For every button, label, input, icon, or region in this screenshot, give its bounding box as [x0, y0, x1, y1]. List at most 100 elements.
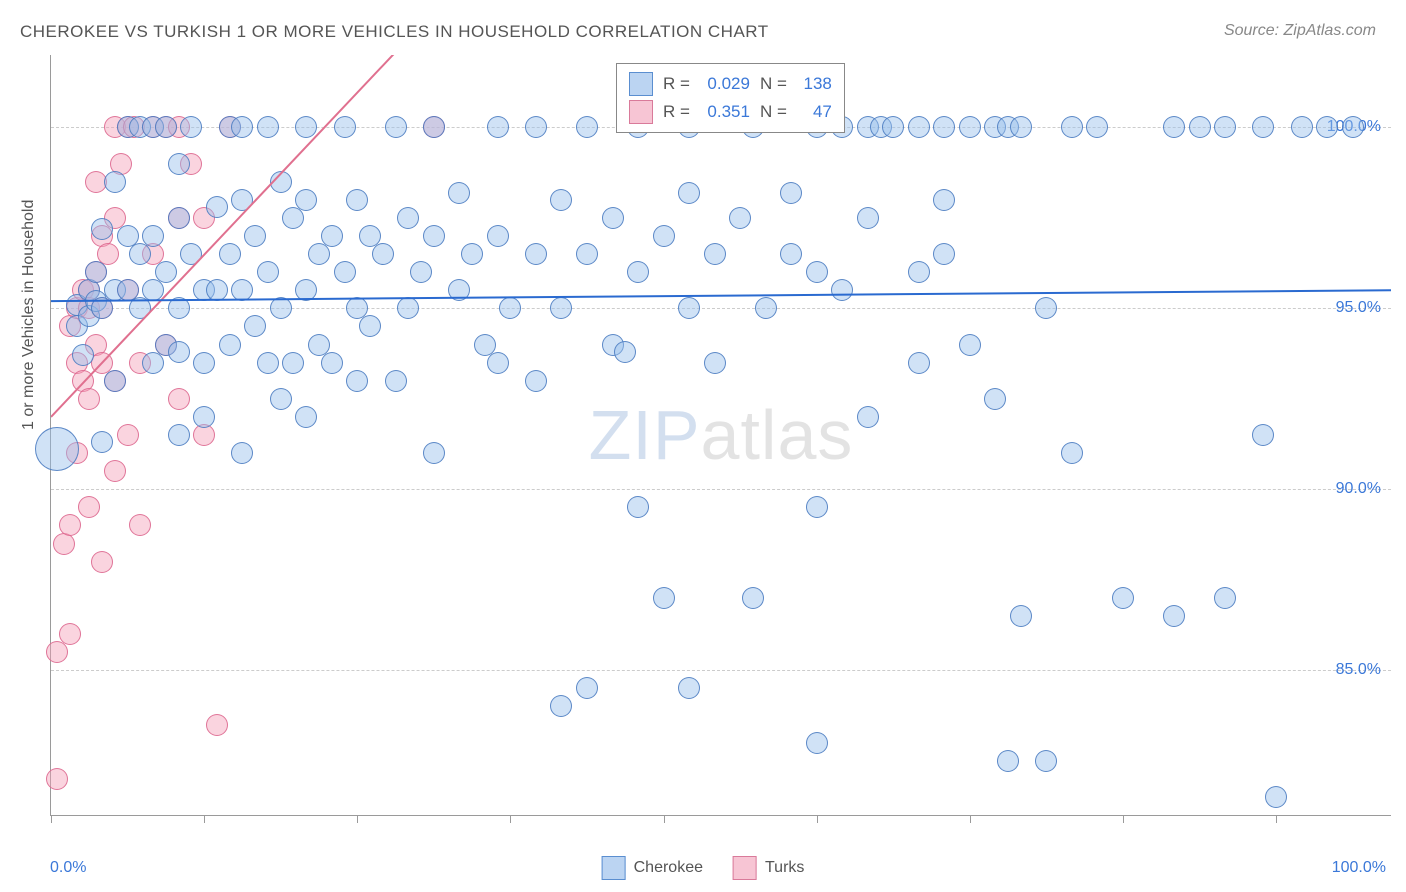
data-point — [1316, 116, 1338, 138]
y-axis-label: 1 or more Vehicles in Household — [20, 200, 38, 430]
data-point — [780, 182, 802, 204]
n-label: N = — [760, 102, 787, 122]
data-point — [295, 406, 317, 428]
data-point — [91, 297, 113, 319]
data-point — [550, 695, 572, 717]
data-point — [525, 243, 547, 265]
data-point — [1112, 587, 1134, 609]
data-point — [257, 261, 279, 283]
data-point — [857, 406, 879, 428]
data-point — [614, 341, 636, 363]
data-point — [806, 732, 828, 754]
data-point — [295, 279, 317, 301]
data-point — [219, 334, 241, 356]
swatch-pink — [629, 100, 653, 124]
data-point — [231, 189, 253, 211]
data-point — [385, 370, 407, 392]
n-value: 138 — [797, 74, 832, 94]
data-point — [704, 243, 726, 265]
data-point — [168, 341, 190, 363]
data-point — [244, 225, 266, 247]
data-point — [423, 442, 445, 464]
source-label: Source: ZipAtlas.com — [1224, 22, 1376, 40]
data-point — [882, 116, 904, 138]
watermark: ZIPatlas — [589, 395, 854, 475]
data-point — [908, 116, 930, 138]
data-point — [627, 261, 649, 283]
data-point — [410, 261, 432, 283]
data-point — [397, 297, 419, 319]
data-point — [104, 370, 126, 392]
data-point — [1291, 116, 1313, 138]
x-axis-min-label: 0.0% — [50, 859, 86, 877]
r-label: R = — [663, 74, 690, 94]
data-point — [933, 116, 955, 138]
data-point — [933, 189, 955, 211]
data-point — [46, 641, 68, 663]
gridline — [51, 670, 1391, 671]
data-point — [193, 406, 215, 428]
data-point — [321, 352, 343, 374]
data-point — [168, 297, 190, 319]
y-tick-label: 90.0% — [1336, 480, 1381, 498]
data-point — [180, 116, 202, 138]
data-point — [244, 315, 266, 337]
data-point — [525, 370, 547, 392]
data-point — [704, 352, 726, 374]
data-point — [908, 352, 930, 374]
data-point — [550, 297, 572, 319]
data-point — [155, 261, 177, 283]
data-point — [550, 189, 572, 211]
data-point — [742, 587, 764, 609]
legend-stats-row: R = 0.029 N = 138 — [629, 70, 832, 98]
data-point — [46, 768, 68, 790]
data-point — [282, 207, 304, 229]
legend-item-cherokee: Cherokee — [602, 856, 703, 880]
data-point — [1214, 116, 1236, 138]
data-point — [1086, 116, 1108, 138]
data-point — [346, 370, 368, 392]
data-point — [653, 225, 675, 247]
data-point — [129, 297, 151, 319]
data-point — [308, 243, 330, 265]
data-point — [142, 225, 164, 247]
data-point — [602, 207, 624, 229]
data-point — [231, 116, 253, 138]
data-point — [270, 297, 292, 319]
plot-area: ZIPatlas R = 0.029 N = 138 R = 0.351 N =… — [50, 55, 1391, 816]
data-point — [908, 261, 930, 283]
data-point — [831, 279, 853, 301]
legend-stats: R = 0.029 N = 138 R = 0.351 N = 47 — [616, 63, 845, 133]
data-point — [385, 116, 407, 138]
n-label: N = — [760, 74, 787, 94]
data-point — [129, 243, 151, 265]
data-point — [78, 496, 100, 518]
data-point — [678, 297, 700, 319]
data-point — [487, 225, 509, 247]
r-value: 0.351 — [700, 102, 750, 122]
data-point — [423, 116, 445, 138]
gridline — [51, 308, 1391, 309]
data-point — [1010, 116, 1032, 138]
data-point — [334, 116, 356, 138]
data-point — [1163, 116, 1185, 138]
data-point — [461, 243, 483, 265]
data-point — [397, 207, 419, 229]
data-point — [270, 388, 292, 410]
data-point — [499, 297, 521, 319]
data-point — [219, 243, 241, 265]
data-point — [1342, 116, 1364, 138]
data-point — [448, 279, 470, 301]
chart-title: CHEROKEE VS TURKISH 1 OR MORE VEHICLES I… — [20, 22, 769, 42]
data-point — [1035, 297, 1057, 319]
data-point — [206, 196, 228, 218]
x-tick — [664, 815, 665, 823]
data-point — [270, 171, 292, 193]
data-point — [142, 352, 164, 374]
data-point — [576, 116, 598, 138]
r-value: 0.029 — [700, 74, 750, 94]
data-point — [78, 388, 100, 410]
data-point — [525, 116, 547, 138]
data-point — [295, 189, 317, 211]
y-tick-label: 85.0% — [1336, 661, 1381, 679]
